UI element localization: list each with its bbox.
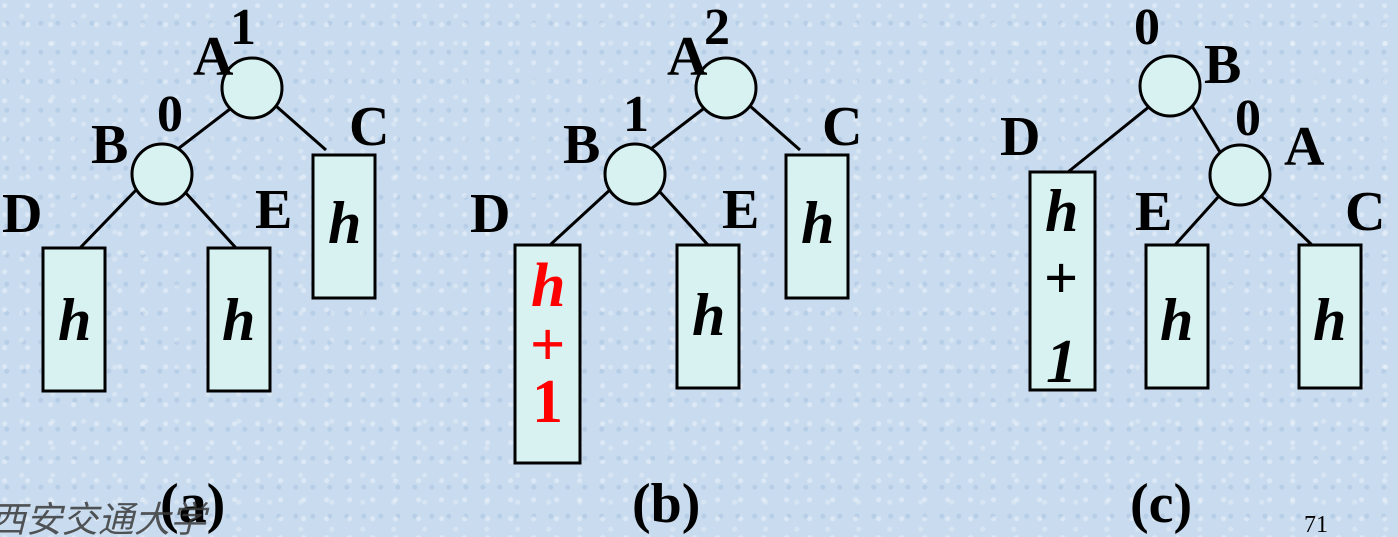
- caption-c: (c): [1130, 473, 1192, 535]
- edge-b-to-a: [1190, 105, 1222, 153]
- node-b-balance: 0: [157, 86, 183, 143]
- edge-b-to-e: [183, 190, 238, 250]
- subtree-d-label: D: [2, 183, 42, 245]
- node-b-label: B: [563, 114, 600, 176]
- diagram-c: 0 B 0 A D E C h + 1 h h (c): [1000, 0, 1385, 535]
- subtree-d-box: [41, 246, 107, 393]
- subtree-e-label: E: [1135, 181, 1172, 243]
- subtree-d-height-one: 1: [1046, 328, 1077, 396]
- subtree-d-height-h: h: [531, 252, 565, 320]
- subtree-d-box: [1028, 170, 1097, 392]
- subtree-e-height: h: [692, 282, 725, 348]
- subtree-e-height: h: [1160, 287, 1193, 353]
- caption-b: (b): [632, 473, 700, 535]
- subtree-c-box: [1297, 243, 1363, 390]
- edge-b-to-d: [1067, 104, 1151, 174]
- edge-b-to-d: [548, 186, 614, 247]
- subtree-e-label: E: [255, 179, 292, 241]
- page-number: 71: [1304, 512, 1328, 537]
- subtree-d-label: D: [470, 183, 510, 245]
- subtree-d-height: h: [58, 287, 91, 353]
- subtree-c-label: C: [1345, 181, 1385, 243]
- edge-a-to-b: [169, 104, 235, 157]
- subtree-d-height-plus: +: [1044, 245, 1078, 311]
- subtree-c-height: h: [328, 190, 361, 256]
- node-b-label: B: [1204, 34, 1241, 96]
- edge-a-to-e: [1173, 193, 1222, 247]
- edge-a-to-b: [642, 104, 708, 157]
- node-a-balance: 1: [230, 0, 256, 56]
- node-a-label: A: [1284, 116, 1325, 178]
- node-b-balance: 1: [623, 86, 649, 143]
- node-a-label: A: [193, 26, 234, 88]
- subtree-e-height: h: [222, 287, 255, 353]
- subtree-c-box: [784, 153, 850, 300]
- node-a: [220, 56, 284, 120]
- node-b-balance: 0: [1134, 0, 1160, 56]
- edge-b-to-e: [658, 190, 710, 247]
- node-b: [130, 142, 194, 206]
- subtree-c-height: h: [801, 190, 834, 256]
- node-b: [1138, 54, 1202, 118]
- edge-a-to-c: [749, 104, 801, 152]
- node-a: [1208, 143, 1272, 207]
- subtree-d-height-plus: +: [530, 311, 565, 379]
- subtree-c-label: C: [822, 96, 862, 158]
- subtree-d-box: [513, 243, 582, 465]
- subtree-d-height-one: 1: [532, 368, 563, 436]
- subtree-e-box: [1144, 243, 1210, 390]
- diagram-b: A 2 B 1 C D E h h h + 1 (b): [470, 0, 862, 535]
- node-a-balance: 2: [704, 0, 730, 56]
- subtree-e-label: E: [722, 179, 759, 241]
- subtree-c-label: C: [349, 96, 389, 158]
- caption-a: (a): [160, 473, 225, 535]
- node-a-label: A: [667, 26, 708, 88]
- subtree-d-height-h: h: [1045, 178, 1078, 244]
- edge-a-to-c: [1258, 193, 1314, 247]
- subtree-e-box: [206, 246, 272, 393]
- edge-a-to-c: [275, 104, 327, 152]
- diagram-a: A 1 B 0 C D E h h h (a): [2, 0, 389, 535]
- node-b-label: B: [91, 114, 128, 176]
- university-watermark: 西安交通大学: [0, 500, 210, 537]
- subtree-e-box: [675, 243, 741, 390]
- subtree-c-height: h: [1313, 287, 1346, 353]
- node-a: [694, 56, 758, 120]
- node-a-balance: 0: [1235, 90, 1261, 147]
- node-b: [603, 142, 667, 206]
- subtree-c-box: [311, 153, 377, 300]
- subtree-d-label: D: [1000, 106, 1040, 168]
- edge-b-to-d: [78, 186, 140, 250]
